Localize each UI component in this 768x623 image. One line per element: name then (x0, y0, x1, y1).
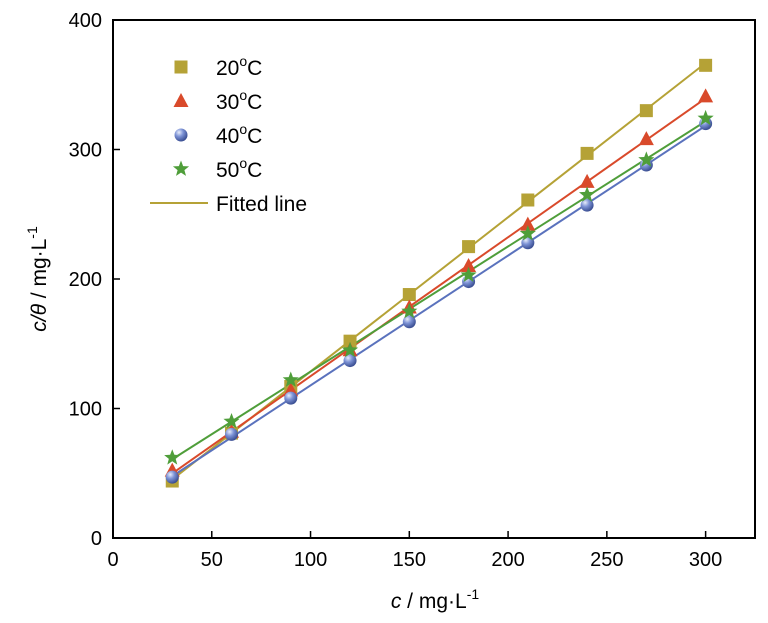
series-50 (164, 109, 714, 465)
y-tick-label: 100 (69, 399, 102, 421)
x-axis-exp: -1 (467, 586, 480, 602)
y-axis-unit: / mg·L (28, 239, 51, 304)
data-point (164, 449, 181, 465)
data-point (460, 266, 477, 282)
legend-marker-20 (174, 60, 188, 74)
data-markers (164, 58, 714, 488)
data-point (698, 88, 714, 103)
x-axis-title: c / mg·L-1 (391, 586, 480, 613)
data-point (638, 131, 654, 146)
data-point (341, 341, 359, 358)
y-axis-exp: -1 (24, 226, 40, 239)
legend-marker-30 (173, 93, 189, 107)
data-point (223, 412, 240, 429)
legend-marker-40 (174, 128, 188, 142)
x-tick-label: 50 (201, 549, 223, 571)
plot-area-frame (112, 19, 756, 539)
legend-label-50: 50oC (216, 155, 262, 182)
data-point (401, 302, 418, 319)
data-point (699, 58, 713, 72)
x-axis-ticks: 0 50 100 150 200 250 300 (107, 531, 722, 571)
data-point (580, 146, 594, 160)
x-tick-label: 250 (590, 549, 623, 571)
data-point (402, 288, 416, 302)
y-axis-ticks: 0 100 200 300 400 (69, 10, 120, 550)
fit-line-30 (171, 97, 707, 475)
data-point (284, 391, 298, 405)
data-point (282, 371, 299, 387)
data-point (521, 236, 535, 250)
legend-label-20: 20oC (216, 53, 262, 80)
data-point (462, 240, 476, 254)
legend-marker-50 (172, 160, 190, 176)
data-point (521, 193, 535, 207)
x-tick-label: 100 (294, 549, 327, 571)
data-point (639, 104, 653, 118)
data-point (579, 186, 596, 202)
data-point (638, 151, 655, 167)
x-tick-label: 150 (393, 549, 426, 571)
legend-label-40: 40oC (216, 121, 262, 148)
data-point (697, 109, 714, 126)
fit-line-40 (171, 124, 707, 478)
data-point (519, 225, 536, 241)
data-point (343, 334, 357, 348)
legend-label-fitted-line: Fitted line (216, 193, 307, 216)
data-point (225, 427, 239, 441)
legend-label-30: 30oC (216, 87, 262, 114)
data-point (461, 258, 477, 273)
data-point (580, 198, 594, 212)
y-tick-label: 0 (91, 528, 102, 550)
data-point (579, 173, 595, 188)
y-tick-label: 300 (69, 140, 102, 162)
data-point (343, 354, 357, 368)
data-point (402, 315, 416, 329)
fit-line-50 (171, 120, 707, 461)
x-tick-label: 0 (107, 549, 118, 571)
x-tick-label: 300 (689, 549, 722, 571)
data-point (165, 470, 179, 484)
series-20 (165, 58, 713, 488)
data-point (520, 216, 536, 231)
y-axis-title: c/θ / mg·L-1 (24, 226, 51, 332)
x-axis-var: c (391, 590, 402, 613)
y-tick-label: 200 (69, 269, 102, 291)
y-axis-var: c/θ (28, 303, 51, 331)
x-axis-unit: / mg·L (401, 590, 466, 613)
fitted-lines (171, 62, 707, 481)
x-tick-label: 200 (491, 549, 524, 571)
legend: 20oC 30oC 40oC 50oC Fitted line (150, 53, 307, 216)
y-tick-label: 400 (69, 10, 102, 32)
